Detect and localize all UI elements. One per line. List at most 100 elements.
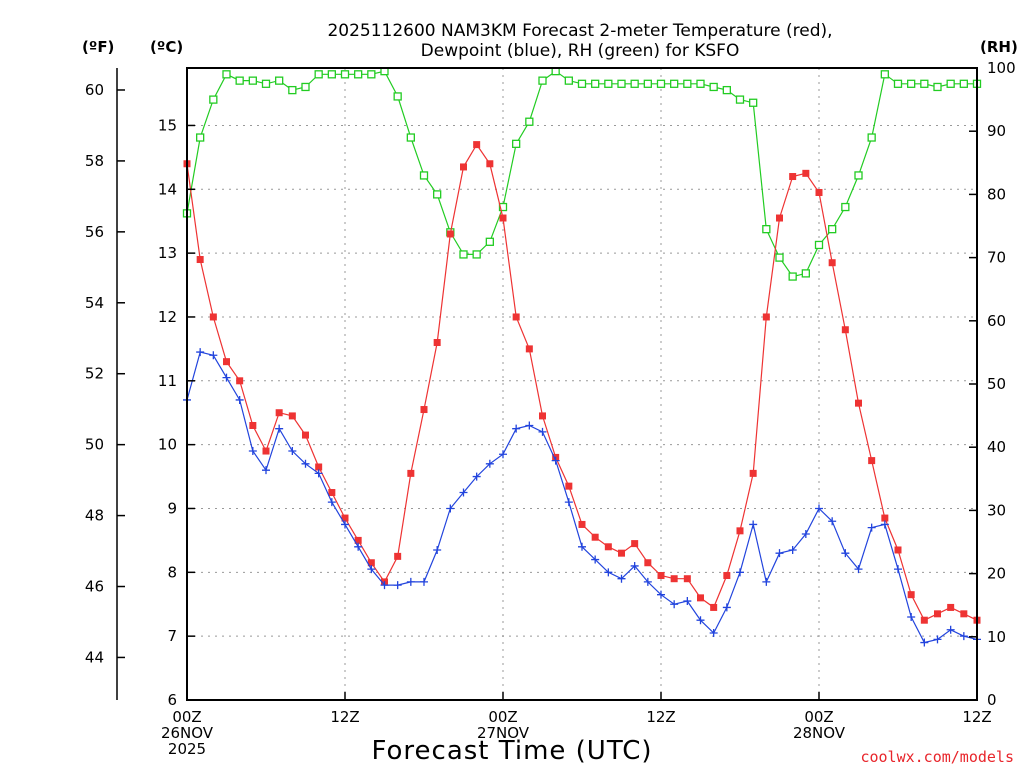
- rh-point: [709, 82, 718, 92]
- rh-point: [288, 85, 297, 95]
- temperature-point: [565, 482, 573, 490]
- temperature-point: [815, 188, 823, 196]
- temperature-point: [749, 469, 757, 477]
- dewpoint-line: [186, 351, 978, 644]
- temperature-point: [433, 339, 441, 347]
- rh-point: [367, 70, 376, 79]
- dewpoint-point: [485, 459, 494, 468]
- rh-tick-label: 50: [987, 375, 1006, 393]
- rh-point: [801, 269, 810, 278]
- dewpoint-point: [736, 568, 744, 577]
- time-tick-label: 27NOV: [477, 724, 530, 742]
- dewpoint-point: [643, 577, 652, 586]
- temperature-point: [618, 549, 625, 557]
- dewpoint-point: [196, 348, 205, 357]
- dewpoint-point: [867, 523, 876, 532]
- time-tick-label: 12Z: [962, 708, 991, 726]
- temperature-point: [644, 559, 652, 567]
- rh-series: [182, 67, 982, 281]
- celsius-tick-label: 8: [167, 563, 177, 581]
- dewpoint-point: [841, 549, 850, 558]
- rh-tick-label: 0: [987, 691, 997, 709]
- dewpoint-point: [459, 488, 468, 497]
- rh-point: [512, 139, 521, 148]
- dewpoint-point: [880, 520, 889, 529]
- dewpoint-point: [248, 447, 257, 456]
- temperature-point: [420, 406, 428, 414]
- temperature-point: [789, 173, 797, 181]
- dewpoint-point: [209, 351, 218, 360]
- celsius-tick-label: 14: [158, 180, 177, 198]
- temperature-point: [328, 489, 336, 497]
- dewpoint-point: [854, 565, 863, 574]
- temperature-point: [710, 603, 718, 611]
- temperature-point: [697, 594, 704, 602]
- rh-tick-label: 90: [987, 122, 1006, 140]
- dewpoint-point: [578, 542, 586, 551]
- rh-point: [722, 85, 731, 95]
- temperature-point: [196, 256, 204, 264]
- fahrenheit-tick-label: 48: [85, 507, 104, 525]
- temperature-point: [249, 421, 257, 429]
- celsius-tick-label: 11: [158, 372, 177, 390]
- temperature-point: [670, 575, 678, 583]
- rh-point: [854, 171, 863, 180]
- temperature-point: [591, 533, 599, 541]
- temperature-point: [209, 313, 217, 321]
- unit-celsius-label: (ºC): [150, 38, 183, 56]
- fahrenheit-tick-label: 50: [85, 436, 104, 454]
- rh-point: [933, 82, 942, 92]
- dewpoint-point: [828, 517, 837, 526]
- time-tick-label: 2025: [168, 740, 206, 758]
- rh-point: [867, 133, 876, 142]
- temperature-point: [394, 552, 402, 560]
- dewpoint-point: [749, 520, 758, 529]
- temperature-point: [855, 399, 862, 407]
- rh-point: [841, 202, 850, 212]
- rh-point: [275, 76, 284, 85]
- dewpoint-point: [327, 498, 336, 507]
- time-tick-label: 28NOV: [793, 724, 846, 742]
- temperature-point: [881, 514, 889, 522]
- unit-fahrenheit-label: (ºF): [82, 38, 114, 56]
- temperature-point: [315, 463, 323, 471]
- rh-point: [419, 171, 429, 180]
- rh-point: [340, 70, 350, 79]
- dewpoint-point: [815, 504, 823, 513]
- dewpoint-point: [275, 424, 284, 433]
- dewpoint-point: [775, 549, 784, 558]
- rh-point: [920, 79, 929, 88]
- rh-point: [656, 79, 666, 88]
- temperature-point: [683, 575, 691, 583]
- rh-point: [261, 79, 271, 88]
- rh-point: [788, 272, 797, 281]
- dewpoint-point: [683, 597, 692, 606]
- rh-point: [459, 250, 468, 259]
- rh-point: [406, 133, 415, 142]
- temperature-point: [894, 546, 902, 554]
- dewpoint-point: [722, 603, 731, 612]
- celsius-tick-label: 15: [158, 116, 177, 134]
- rh-point: [775, 253, 784, 262]
- celsius-tick-label: 9: [167, 499, 177, 517]
- temperature-point: [275, 409, 283, 417]
- temperature-point: [262, 447, 270, 455]
- chart-title-line2: Dewpoint (blue), RH (green) for KSFO: [421, 41, 740, 61]
- fahrenheit-tick-label: 60: [85, 81, 104, 99]
- celsius-tick-label: 6: [167, 691, 177, 709]
- rh-point: [209, 95, 218, 104]
- rh-tick-label: 100: [987, 59, 1016, 77]
- dewpoint-point: [564, 498, 573, 507]
- dewpoint-point: [393, 581, 402, 590]
- rh-point: [301, 82, 310, 92]
- fahrenheit-tick-label: 52: [85, 365, 104, 383]
- time-tick-label: 00Z: [172, 708, 201, 726]
- rh-point: [433, 190, 442, 199]
- rh-point: [696, 79, 705, 88]
- temperature-series: [183, 141, 981, 624]
- dewpoint-point: [788, 545, 797, 554]
- time-tick-label: 26NOV: [161, 724, 214, 742]
- rh-point: [959, 79, 968, 88]
